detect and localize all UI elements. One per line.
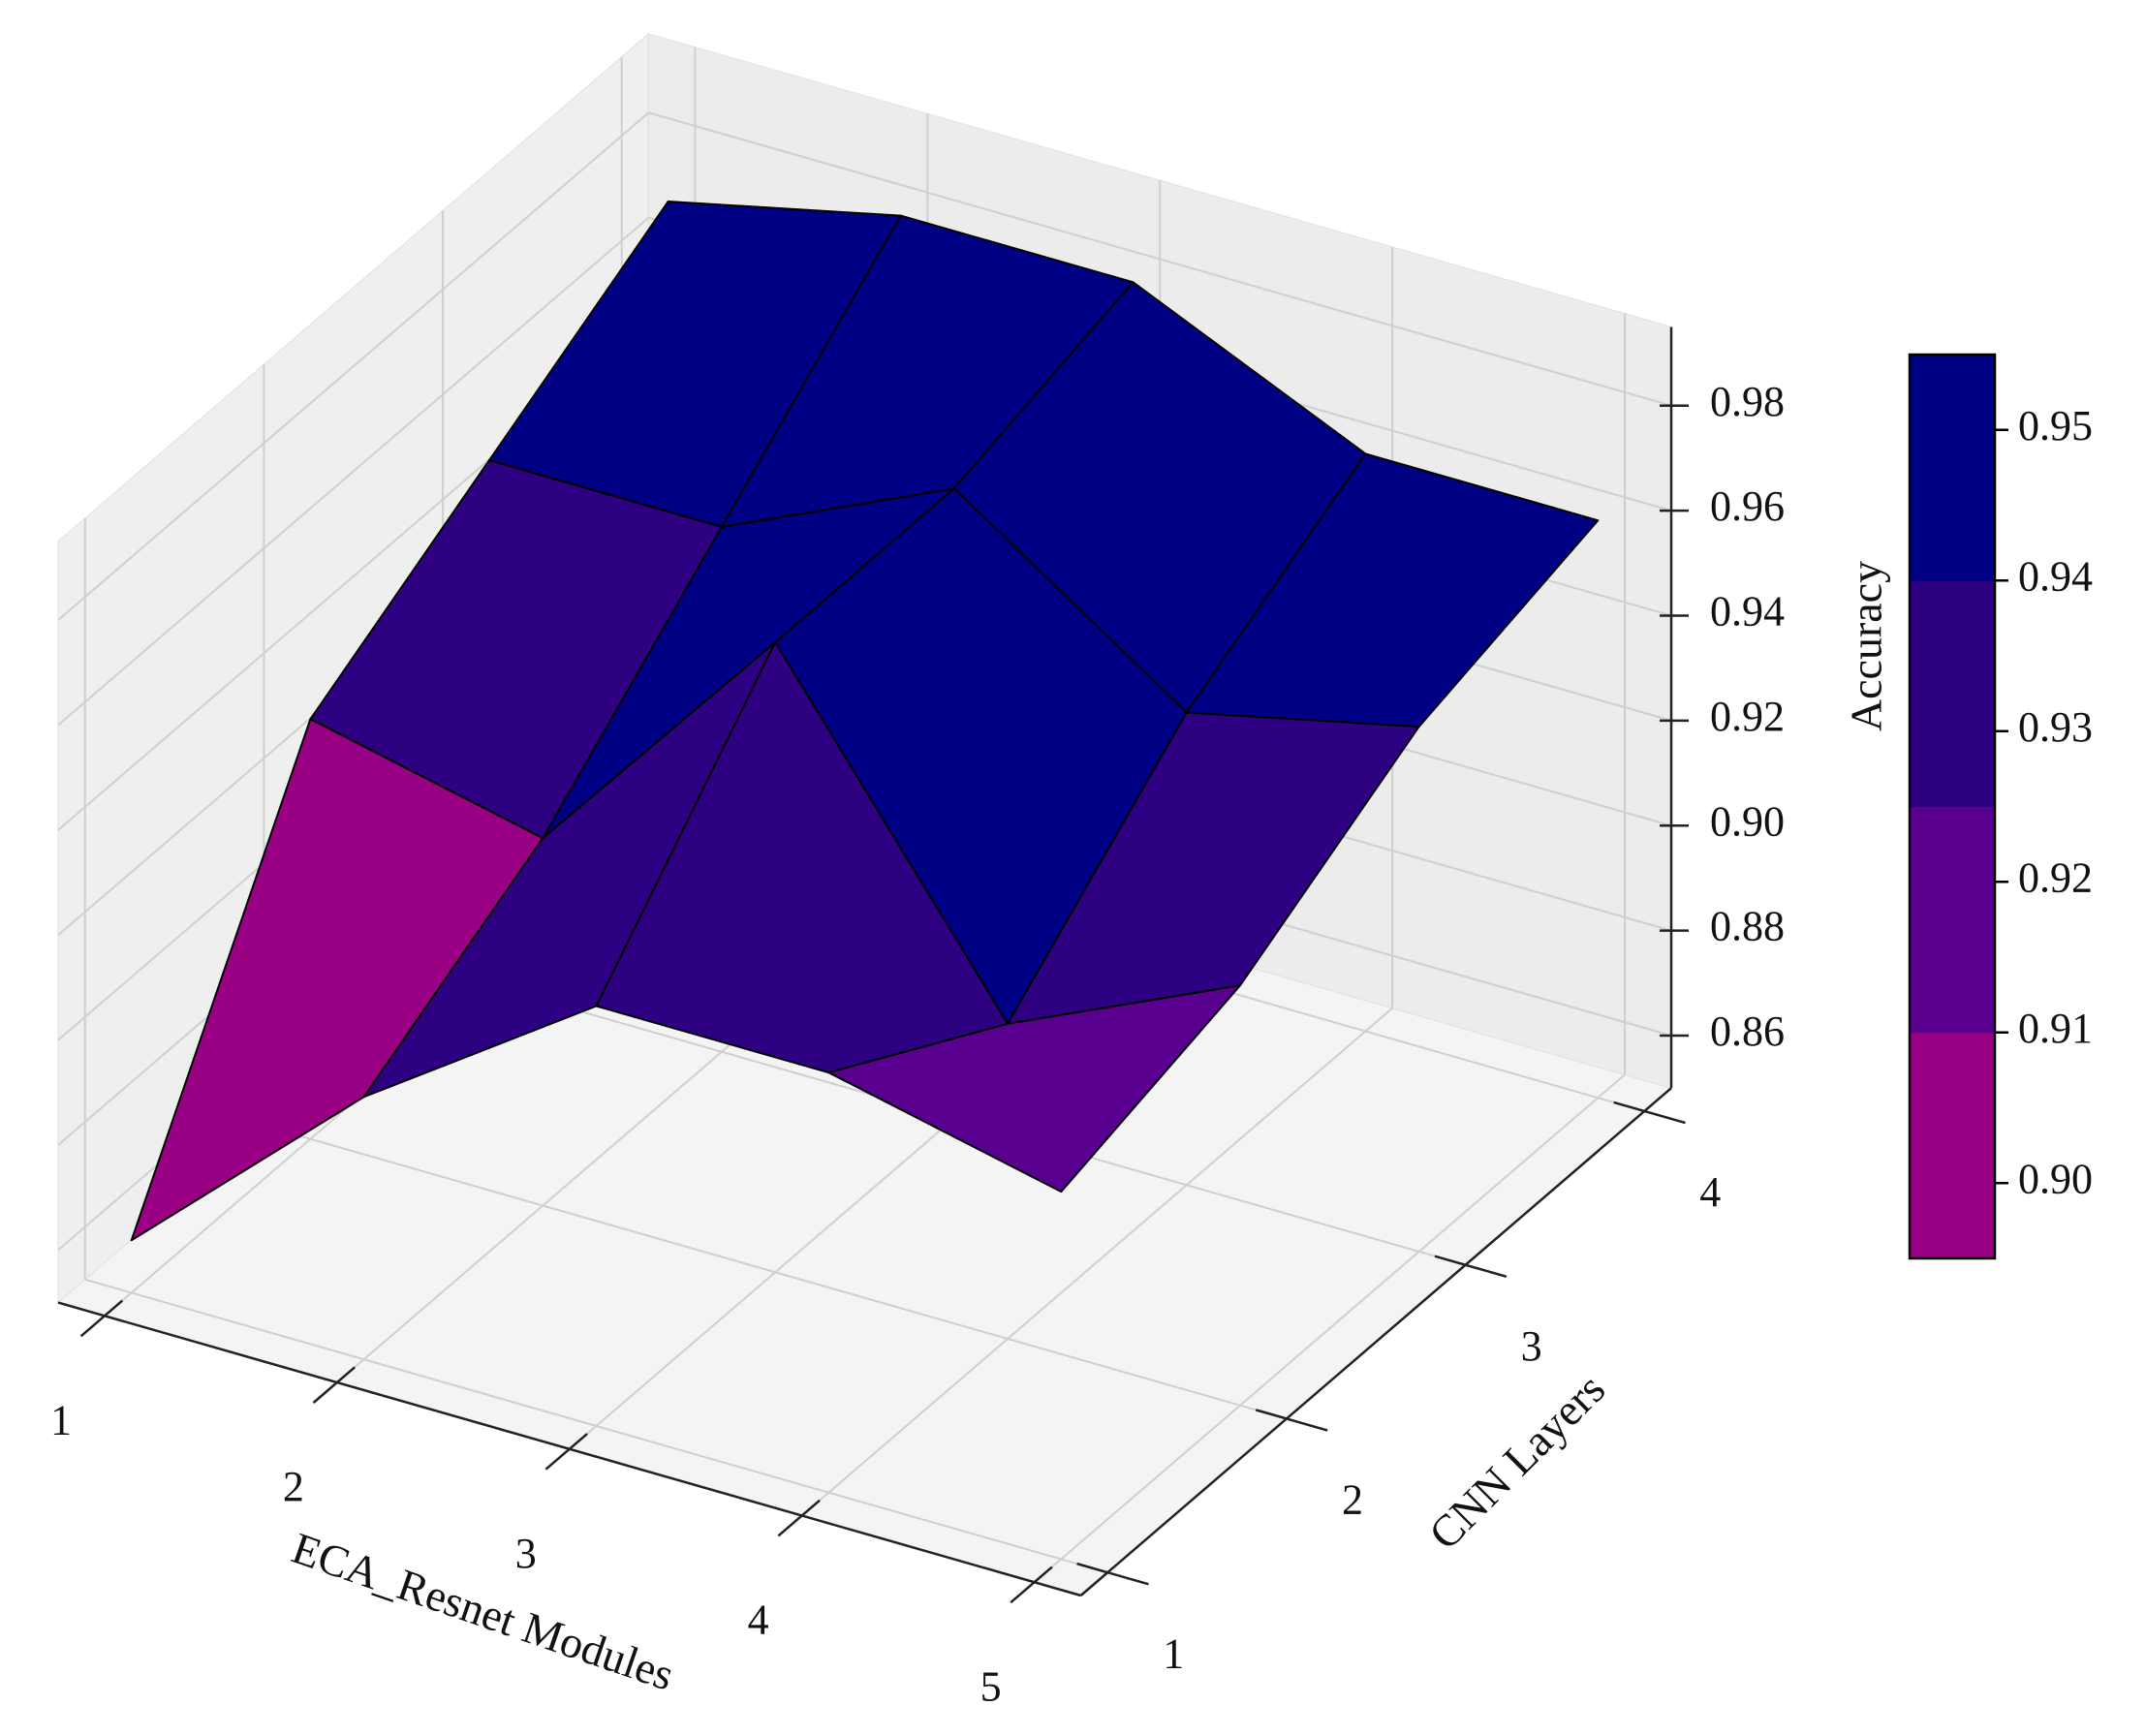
z-tick-label: 0.92 bbox=[1710, 693, 1785, 740]
z-tick-label: 0.88 bbox=[1710, 903, 1785, 950]
colorbar-band bbox=[1910, 355, 1995, 581]
x-axis-label: ECA_Resnet Modules bbox=[286, 1523, 680, 1700]
y-tick-label: 3 bbox=[1521, 1322, 1542, 1370]
y-tick-label: 1 bbox=[1163, 1629, 1184, 1677]
colorbar-frame bbox=[1908, 353, 1997, 1260]
grid-line bbox=[264, 1125, 1288, 1420]
x-tick-label: 3 bbox=[515, 1530, 537, 1577]
colorbar-tick-label: 0.95 bbox=[2018, 402, 2093, 450]
colorbar-band bbox=[1910, 580, 1995, 807]
z-tick-label: 0.96 bbox=[1710, 482, 1785, 530]
y-tick-label: 2 bbox=[1342, 1476, 1363, 1524]
x-tick-label: 1 bbox=[50, 1396, 72, 1443]
grid-line bbox=[801, 1007, 1393, 1517]
colorbar-tick-label: 0.91 bbox=[2018, 1005, 2093, 1052]
x-tick bbox=[312, 1366, 356, 1404]
colorbar-tick-label: 0.90 bbox=[2018, 1155, 2093, 1202]
colorbar-band bbox=[1910, 1032, 1995, 1259]
x-tick-label: 4 bbox=[748, 1596, 769, 1644]
x-tick bbox=[79, 1299, 124, 1338]
grid-line bbox=[1033, 1073, 1626, 1584]
z-tick-label: 0.86 bbox=[1710, 1008, 1785, 1055]
grid-line bbox=[648, 111, 1672, 407]
y-tick-label: 4 bbox=[1699, 1168, 1721, 1216]
x-tick-label: 2 bbox=[283, 1463, 304, 1510]
y-axis-label: CNN Layers bbox=[1419, 1364, 1614, 1559]
grid-line bbox=[57, 216, 650, 727]
x-tick-label: 5 bbox=[980, 1662, 1002, 1710]
z-axis-label: Accuracy bbox=[1842, 561, 1891, 731]
surface-face bbox=[827, 984, 1241, 1194]
colorbar-tick-label: 0.92 bbox=[2018, 853, 2093, 901]
y-tick bbox=[1613, 1100, 1686, 1125]
x-tick bbox=[777, 1499, 821, 1537]
y-tick bbox=[1076, 1562, 1149, 1586]
x-tick bbox=[1010, 1566, 1053, 1604]
colorbar-tick-label: 0.93 bbox=[2018, 703, 2093, 751]
grid-line bbox=[84, 1278, 1108, 1574]
colorbar-tick-label: 0.94 bbox=[2018, 552, 2093, 600]
z-tick-label: 0.90 bbox=[1710, 797, 1785, 845]
y-tick bbox=[1255, 1409, 1328, 1432]
x-tick bbox=[544, 1433, 588, 1471]
z-tick-label: 0.98 bbox=[1710, 378, 1785, 425]
colorbar-band bbox=[1910, 806, 1995, 1034]
axis-line bbox=[1079, 1087, 1672, 1596]
z-tick-label: 0.94 bbox=[1710, 588, 1785, 636]
y-tick bbox=[1434, 1255, 1508, 1279]
grid-line bbox=[57, 111, 650, 621]
